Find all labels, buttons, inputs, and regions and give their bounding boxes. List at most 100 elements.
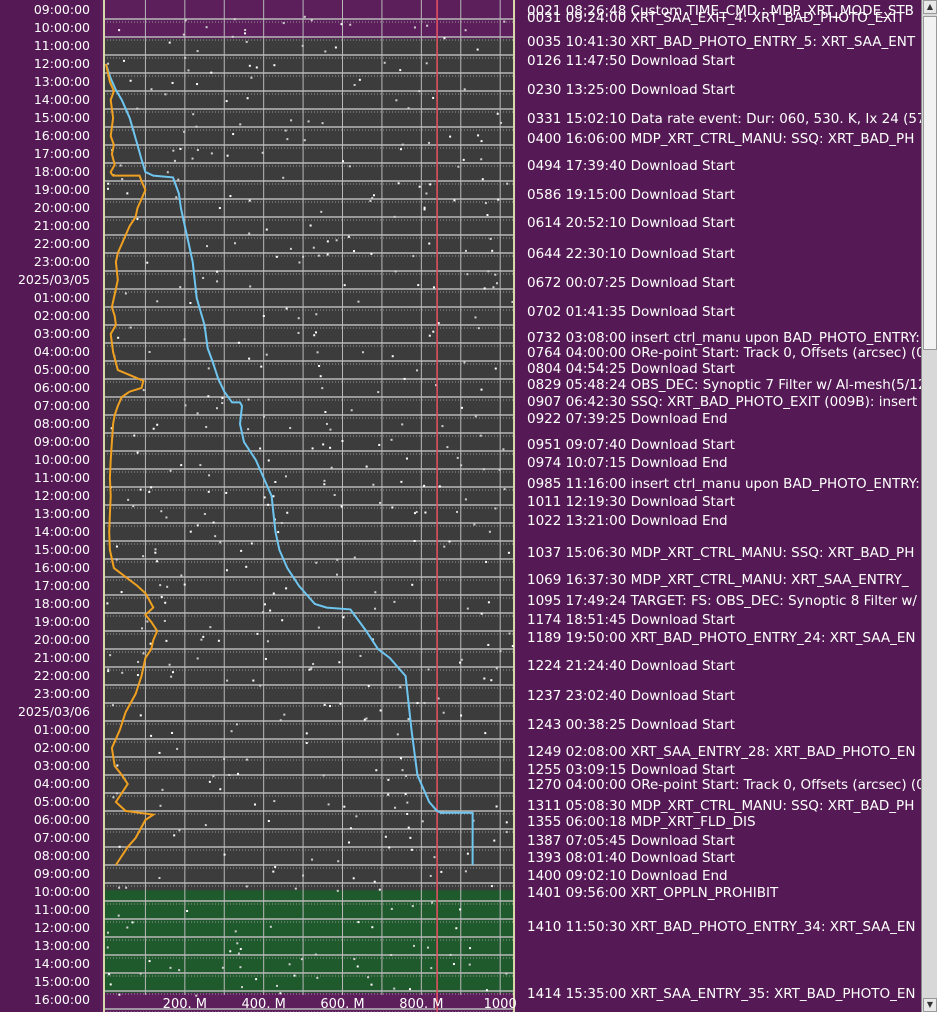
time-label: 22:00:00 — [33, 236, 90, 251]
data-dot — [221, 402, 224, 405]
time-label: 15:00:00 — [33, 974, 90, 989]
time-label: 05:00:00 — [33, 362, 90, 377]
event-row: 0035 10:41:30 XRT_BAD_PHOTO_ENTRY_5: XRT… — [527, 33, 916, 50]
data-dot — [245, 758, 248, 761]
time-label: 23:00:00 — [33, 254, 90, 269]
event-row: 1311 05:08:30 MDP_XRT_CTRL_MANU: SSQ: XR… — [527, 797, 915, 814]
data-dot — [207, 395, 210, 398]
data-dot — [459, 661, 462, 664]
data-dot — [438, 485, 441, 488]
data-dot — [180, 574, 183, 577]
data-dot — [203, 512, 206, 515]
data-dot — [500, 121, 503, 124]
data-dot — [321, 122, 324, 125]
data-dot — [406, 812, 409, 815]
scroll-thumb[interactable] — [923, 16, 937, 350]
data-dot — [141, 627, 144, 630]
data-dot — [393, 987, 396, 990]
data-dot — [285, 307, 288, 310]
data-dot — [254, 803, 257, 806]
data-dot — [244, 28, 247, 31]
data-dot — [235, 723, 238, 726]
data-dot — [294, 887, 297, 890]
data-dot — [303, 15, 306, 18]
data-dot — [484, 732, 487, 735]
data-dot — [281, 619, 284, 622]
data-dot — [411, 905, 414, 908]
data-dot — [464, 249, 467, 252]
data-dot — [183, 583, 186, 586]
event-row: 1037 15:06:30 MDP_XRT_CTRL_MANU: SSQ: XR… — [527, 544, 915, 561]
time-label: 01:00:00 — [33, 722, 90, 737]
data-dot — [336, 558, 339, 561]
x-tick-label: 600. M — [320, 997, 364, 1012]
data-dot — [231, 35, 234, 38]
event-row: 1022 13:21:00 Download End — [527, 513, 728, 530]
data-dot — [375, 769, 378, 772]
data-dot — [133, 434, 136, 437]
data-dot — [208, 474, 211, 477]
data-dot — [274, 866, 277, 869]
data-dot — [407, 826, 410, 829]
data-dot — [219, 541, 222, 544]
data-dot — [460, 406, 463, 409]
data-dot — [455, 927, 458, 930]
data-dot — [480, 158, 483, 161]
data-dot — [361, 351, 364, 354]
data-dot — [508, 632, 511, 635]
vertical-scrollbar[interactable]: ▲ ▼ — [921, 0, 937, 1012]
data-dot — [255, 978, 258, 981]
data-dot — [226, 154, 229, 157]
data-dot — [234, 242, 237, 245]
data-dot — [120, 591, 123, 594]
time-label: 13:00:00 — [33, 938, 90, 953]
data-dot — [323, 483, 326, 486]
data-dot — [337, 860, 340, 863]
data-dot — [437, 322, 440, 325]
data-dot — [390, 438, 393, 441]
event-row: 0829 05:48:24 OBS_DEC: Synoptic 7 Filter… — [527, 377, 921, 394]
data-dot — [290, 119, 293, 122]
data-dot — [348, 841, 351, 844]
data-dot — [259, 447, 262, 450]
data-dot — [340, 23, 343, 26]
data-dot — [309, 224, 312, 227]
scroll-up-arrow-icon[interactable]: ▲ — [923, 0, 937, 14]
data-dot — [175, 196, 178, 199]
data-dot — [215, 407, 218, 410]
data-dot — [482, 468, 485, 471]
data-dot — [267, 459, 270, 462]
data-dot — [413, 539, 416, 542]
data-dot — [449, 953, 452, 956]
data-dot — [308, 668, 311, 671]
data-dot — [187, 69, 190, 72]
data-dot — [279, 719, 282, 722]
scroll-down-arrow-icon[interactable]: ▼ — [923, 998, 937, 1012]
data-dot — [326, 240, 329, 243]
data-dot — [244, 32, 247, 35]
data-dot — [443, 545, 446, 548]
data-dot — [237, 341, 240, 344]
data-dot — [107, 668, 110, 671]
data-dot — [377, 391, 380, 394]
data-dot — [302, 255, 305, 258]
data-dot — [115, 792, 118, 795]
data-dot — [136, 107, 139, 110]
time-label: 18:00:00 — [33, 596, 90, 611]
time-label: 08:00:00 — [33, 416, 90, 431]
data-dot — [407, 107, 410, 110]
data-dot — [275, 255, 278, 258]
time-label: 21:00:00 — [33, 218, 90, 233]
event-log: 0021 08:26:48 Custom TIME_CMD : MDP_XRT_… — [516, 0, 921, 1012]
data-dot — [481, 178, 484, 181]
data-dot — [329, 428, 332, 431]
data-dot — [320, 210, 323, 213]
data-dot — [511, 645, 514, 648]
data-dot — [378, 888, 381, 891]
data-dot — [365, 717, 368, 720]
data-dot — [259, 684, 262, 687]
data-dot — [150, 88, 153, 91]
data-dot — [159, 584, 162, 587]
time-label: 17:00:00 — [33, 146, 90, 161]
data-dot — [387, 793, 390, 796]
